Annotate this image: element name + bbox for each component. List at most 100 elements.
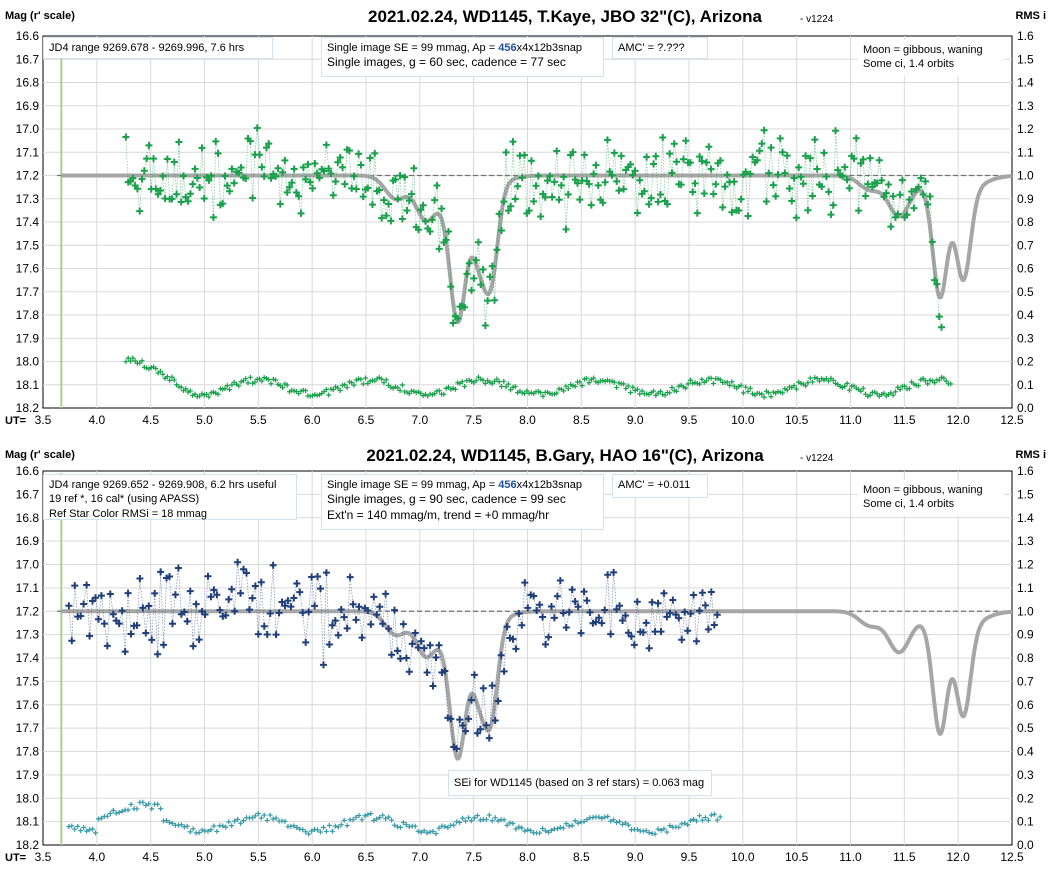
p2-rms-point [344,823,350,829]
p1-rms-point [572,383,578,389]
p1-rms-point [243,376,249,382]
p2-ytick-right: 0.4 [1017,745,1034,759]
p1-data-point [615,187,623,195]
p2-data-point [468,696,476,704]
p2-data-point [370,593,378,601]
p1-xtick: 3.5 [35,413,52,427]
p2-rms-point [205,828,211,834]
p1-data-point [845,184,853,192]
p1-rms-point [651,388,657,394]
p2-data-point [601,606,609,614]
p2-rms-point [326,822,332,828]
p1-rms-point [132,358,138,364]
p2-data-point [367,620,375,628]
p2-data-point [352,616,360,624]
p2-rms-point [125,807,131,813]
p1-data-point [889,192,897,200]
p2-moon-box: Moon = gibbous, waning Some ci, 1.4 orbi… [858,480,1004,516]
p2-data-point [263,630,271,638]
p1-data-point [341,180,349,188]
p1-xtick: 9.0 [627,413,644,427]
p2-orbits-text: Some ci, 1.4 orbits [863,498,955,511]
p2-data-point [373,611,381,619]
p2-rms-point [504,822,510,828]
p1-ytick-right: 0.4 [1017,308,1034,322]
p1-rms-point [130,355,136,361]
p2-xtick: 7.5 [465,850,482,864]
p2-ytick-right: 0.5 [1017,721,1034,735]
p1-rms-point [201,392,207,398]
p2-rms-point [460,815,466,821]
p1-rms-point [936,377,942,383]
p1-data-point [509,138,517,146]
p2-ytick-left: 17.1 [16,581,40,595]
p1-data-point [735,207,743,215]
p2-rms-point [128,801,134,807]
p1-data-point [463,270,471,278]
p1-data-point [484,297,492,305]
p2-rms-point [110,807,116,813]
p2-rms-point [471,815,477,821]
p1-data-point [297,209,305,217]
p1-data-point [532,182,540,190]
p1-rms-point [803,383,809,389]
p1-data-point [274,164,282,172]
p1-data-point [781,169,789,177]
p2-sei-text: SEi for WD1145 (based on 3 ref stars) = … [454,777,705,789]
p1-data-point [380,196,388,204]
p1-rms-point [418,390,424,396]
p1-data-point [184,197,192,205]
p2-rms-point [705,817,711,823]
p1-xtick: 8.5 [573,413,590,427]
p1-xtick: 7.0 [411,413,428,427]
p2-rms-point [377,814,383,820]
p1-ytick-right: 0.5 [1017,285,1034,299]
p1-data-point [772,192,780,200]
p1-ytick-right: 0.7 [1017,238,1034,252]
p1-rms-point [510,384,516,390]
p2-rms-point [184,823,190,829]
p2-data-point [604,571,612,579]
p1-rms-point [687,377,693,383]
p1-data-point [580,151,588,159]
p1-data-point [168,195,176,203]
p1-data-point [779,148,787,156]
p2-data-point [103,642,111,650]
p1-data-point [336,153,344,161]
p1-rms-point [395,385,401,391]
p1-rms-point [777,389,783,395]
p2-rms-point [581,819,587,825]
p2-ylabel-right: RMS i [1015,449,1046,461]
p1-data-point [272,172,280,180]
p1-range-box: JD4 range 9269.678 - 9269.996, 7.6 hrs [43,37,273,59]
p1-data-point [408,190,416,198]
p2-ytick-right: 0.9 [1017,628,1034,642]
p2-rms-point [451,822,457,828]
p2-data-point [281,602,289,610]
p2-rms-point [356,812,362,818]
p2-data-point [100,620,108,628]
p1-data-point [359,193,367,201]
p1-data-point [364,184,372,192]
p2-data-point [577,629,585,637]
p1-rms-point [844,380,850,386]
p1-rms-point [616,380,622,386]
p2-data-point [432,653,440,661]
p1-ytick-left: 16.8 [16,76,40,90]
p1-rms-point [768,394,774,400]
p1-data-point [525,207,533,215]
p2-rms-point [90,826,96,832]
p1-rms-point [185,389,191,395]
p2-rms-point [469,818,475,824]
p1-ytick-left: 17.6 [16,262,40,276]
p1-ytick-right: 0.1 [1017,378,1034,392]
p2-data-point [402,654,410,662]
p1-data-point [433,181,441,189]
p2-data-point [530,592,538,600]
p1-rms-point [157,368,163,374]
p2-rms-point [220,823,226,829]
p1-rms-point [137,360,143,366]
p1-data-point [898,176,906,184]
p1-rms-point [494,376,500,382]
p2-rms-point [501,817,507,823]
